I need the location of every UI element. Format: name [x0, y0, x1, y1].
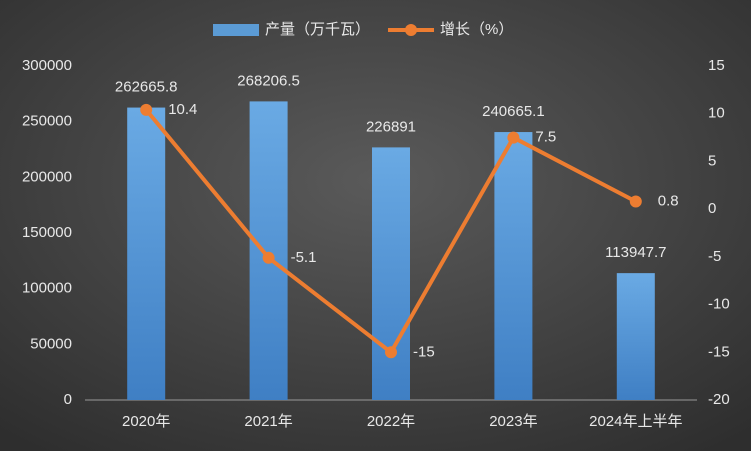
line-point: [385, 346, 397, 359]
bar: [616, 273, 655, 400]
line-point: [140, 103, 153, 116]
legend-swatch: [213, 24, 259, 36]
x-tick-label: 2022年: [367, 413, 415, 430]
bar-value-label: 240665.1: [482, 103, 545, 120]
y2-tick-label: 10: [708, 105, 725, 122]
y2-tick-label: -15: [708, 343, 730, 360]
legend-swatch-dot: [405, 24, 418, 36]
bar: [127, 107, 166, 401]
bar-value-label: 113947.7: [605, 244, 666, 261]
y2-tick-label: 5: [708, 152, 716, 169]
bar: [372, 147, 410, 400]
y2-tick-label: -10: [708, 296, 730, 313]
bar: [494, 132, 533, 401]
line-value-label: 10.4: [168, 101, 197, 118]
y-tick-label: 200000: [22, 168, 72, 185]
y2-tick-label: -20: [708, 391, 730, 408]
x-tick-label: 2020年: [122, 413, 170, 430]
y-tick-label: 250000: [22, 113, 72, 130]
y2-tick-label: 0: [708, 200, 716, 217]
y-tick-label: 300000: [22, 57, 72, 74]
y-tick-label: 50000: [30, 335, 72, 352]
y-tick-label: 0: [64, 391, 72, 408]
x-tick-label: 2021年: [244, 413, 292, 430]
y-tick-label: 100000: [22, 280, 72, 297]
bar-value-label: 226891: [366, 118, 416, 135]
line-point: [507, 131, 520, 144]
y-tick-label: 150000: [22, 224, 72, 241]
bar-value-label: 262665.8: [115, 79, 178, 96]
line-value-label: 7.5: [535, 129, 556, 146]
line-point: [262, 251, 275, 264]
x-tick-label: 2024年上半年: [589, 413, 682, 430]
legend-label: 产量（万千瓦）: [265, 21, 370, 38]
line-value-label: -15: [413, 343, 435, 360]
legend-label: 增长（%）: [440, 21, 513, 38]
bar-value-label: 268206.5: [237, 72, 300, 89]
line-value-label: 0.8: [658, 192, 679, 209]
y2-tick-label: 15: [708, 57, 725, 74]
line-value-label: -5.1: [291, 249, 317, 266]
line-point: [629, 195, 642, 208]
x-tick-label: 2023年: [489, 413, 537, 430]
legend: 产量（万千瓦） 增长（%）: [213, 21, 513, 38]
y2-tick-label: -5: [708, 248, 721, 265]
bar: [249, 101, 288, 401]
